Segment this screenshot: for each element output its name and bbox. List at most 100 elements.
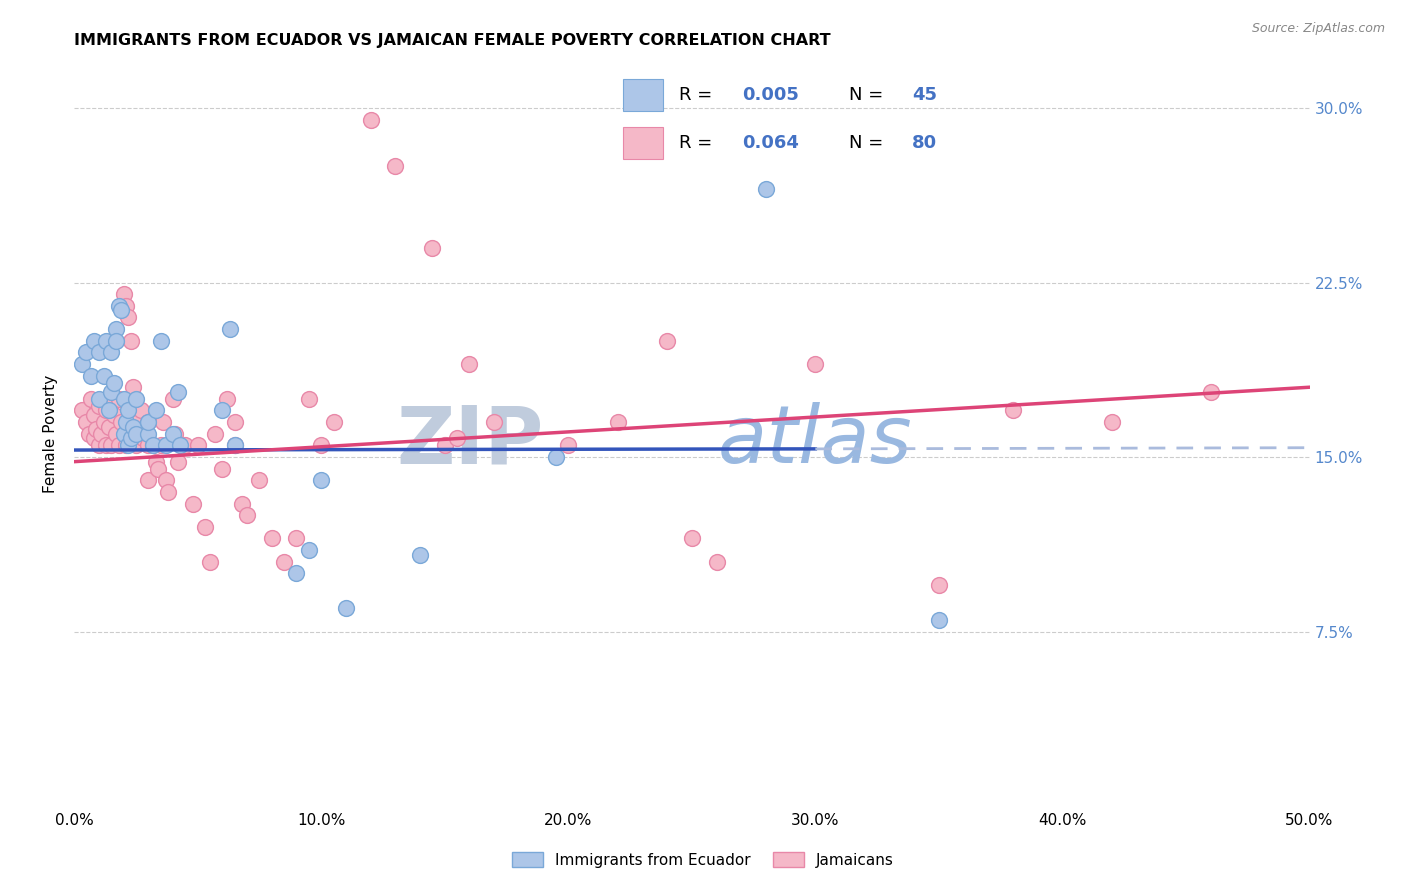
- Point: [87, 392, 110, 406]
- Point: [211, 403, 233, 417]
- Point: [194, 520, 217, 534]
- Point: [120, 431, 142, 445]
- Point: [224, 438, 246, 452]
- Point: [285, 532, 308, 546]
- Point: [86, 422, 108, 436]
- Point: [557, 438, 579, 452]
- Point: [110, 303, 132, 318]
- Point: [136, 415, 159, 429]
- Point: [187, 438, 209, 452]
- Point: [112, 392, 135, 406]
- Point: [162, 426, 184, 441]
- Point: [70, 403, 93, 417]
- Point: [384, 159, 406, 173]
- Point: [928, 578, 950, 592]
- Point: [77, 426, 100, 441]
- Point: [458, 357, 481, 371]
- Point: [224, 438, 246, 452]
- Point: [155, 473, 177, 487]
- Point: [105, 322, 128, 336]
- Text: Source: ZipAtlas.com: Source: ZipAtlas.com: [1251, 22, 1385, 36]
- Point: [218, 322, 240, 336]
- Point: [236, 508, 259, 523]
- Point: [298, 392, 321, 406]
- Point: [103, 376, 125, 390]
- Point: [165, 426, 187, 441]
- Point: [112, 287, 135, 301]
- Point: [115, 415, 138, 429]
- Point: [75, 415, 97, 429]
- Point: [260, 532, 283, 546]
- Point: [87, 345, 110, 359]
- Point: [198, 555, 221, 569]
- Point: [322, 415, 344, 429]
- Point: [298, 543, 321, 558]
- Point: [136, 473, 159, 487]
- Point: [804, 357, 827, 371]
- Point: [142, 438, 165, 452]
- Point: [97, 403, 120, 417]
- Point: [93, 368, 115, 383]
- Point: [80, 368, 103, 383]
- Point: [117, 438, 139, 452]
- Point: [167, 384, 190, 399]
- Point: [217, 392, 239, 406]
- Point: [107, 392, 129, 406]
- Point: [120, 334, 142, 348]
- Text: ZIP: ZIP: [396, 402, 544, 480]
- Point: [105, 334, 128, 348]
- Point: [83, 408, 105, 422]
- Point: [96, 438, 118, 452]
- Point: [122, 380, 145, 394]
- Point: [100, 384, 122, 399]
- Point: [181, 497, 204, 511]
- Point: [231, 497, 253, 511]
- Point: [125, 438, 148, 452]
- Point: [156, 484, 179, 499]
- Point: [1199, 384, 1222, 399]
- Point: [97, 419, 120, 434]
- Point: [136, 438, 159, 452]
- Point: [211, 461, 233, 475]
- Text: atlas: atlas: [718, 402, 912, 480]
- Point: [409, 548, 432, 562]
- Point: [87, 438, 110, 452]
- Y-axis label: Female Poverty: Female Poverty: [44, 375, 58, 493]
- Point: [1101, 415, 1123, 429]
- Point: [87, 399, 110, 413]
- Point: [100, 438, 122, 452]
- Point: [309, 473, 332, 487]
- Point: [132, 431, 155, 445]
- Point: [122, 419, 145, 434]
- Point: [83, 431, 105, 445]
- Text: IMMIGRANTS FROM ECUADOR VS JAMAICAN FEMALE POVERTY CORRELATION CHART: IMMIGRANTS FROM ECUADOR VS JAMAICAN FEMA…: [75, 33, 831, 48]
- Point: [100, 345, 122, 359]
- Point: [224, 415, 246, 429]
- Point: [167, 455, 190, 469]
- Point: [681, 532, 703, 546]
- Point: [152, 415, 174, 429]
- Point: [174, 438, 197, 452]
- Point: [90, 426, 112, 441]
- Point: [93, 415, 115, 429]
- Point: [1001, 403, 1024, 417]
- Point: [117, 310, 139, 325]
- Point: [75, 345, 97, 359]
- Point: [247, 473, 270, 487]
- Point: [115, 438, 138, 452]
- Point: [309, 438, 332, 452]
- Point: [755, 182, 778, 196]
- Point: [70, 357, 93, 371]
- Point: [117, 403, 139, 417]
- Point: [107, 299, 129, 313]
- Point: [606, 415, 628, 429]
- Point: [105, 426, 128, 441]
- Point: [706, 555, 728, 569]
- Point: [107, 438, 129, 452]
- Point: [422, 241, 444, 255]
- Point: [446, 431, 468, 445]
- Legend: Immigrants from Ecuador, Jamaicans: Immigrants from Ecuador, Jamaicans: [506, 846, 900, 873]
- Point: [655, 334, 678, 348]
- Point: [544, 450, 567, 464]
- Point: [285, 566, 308, 581]
